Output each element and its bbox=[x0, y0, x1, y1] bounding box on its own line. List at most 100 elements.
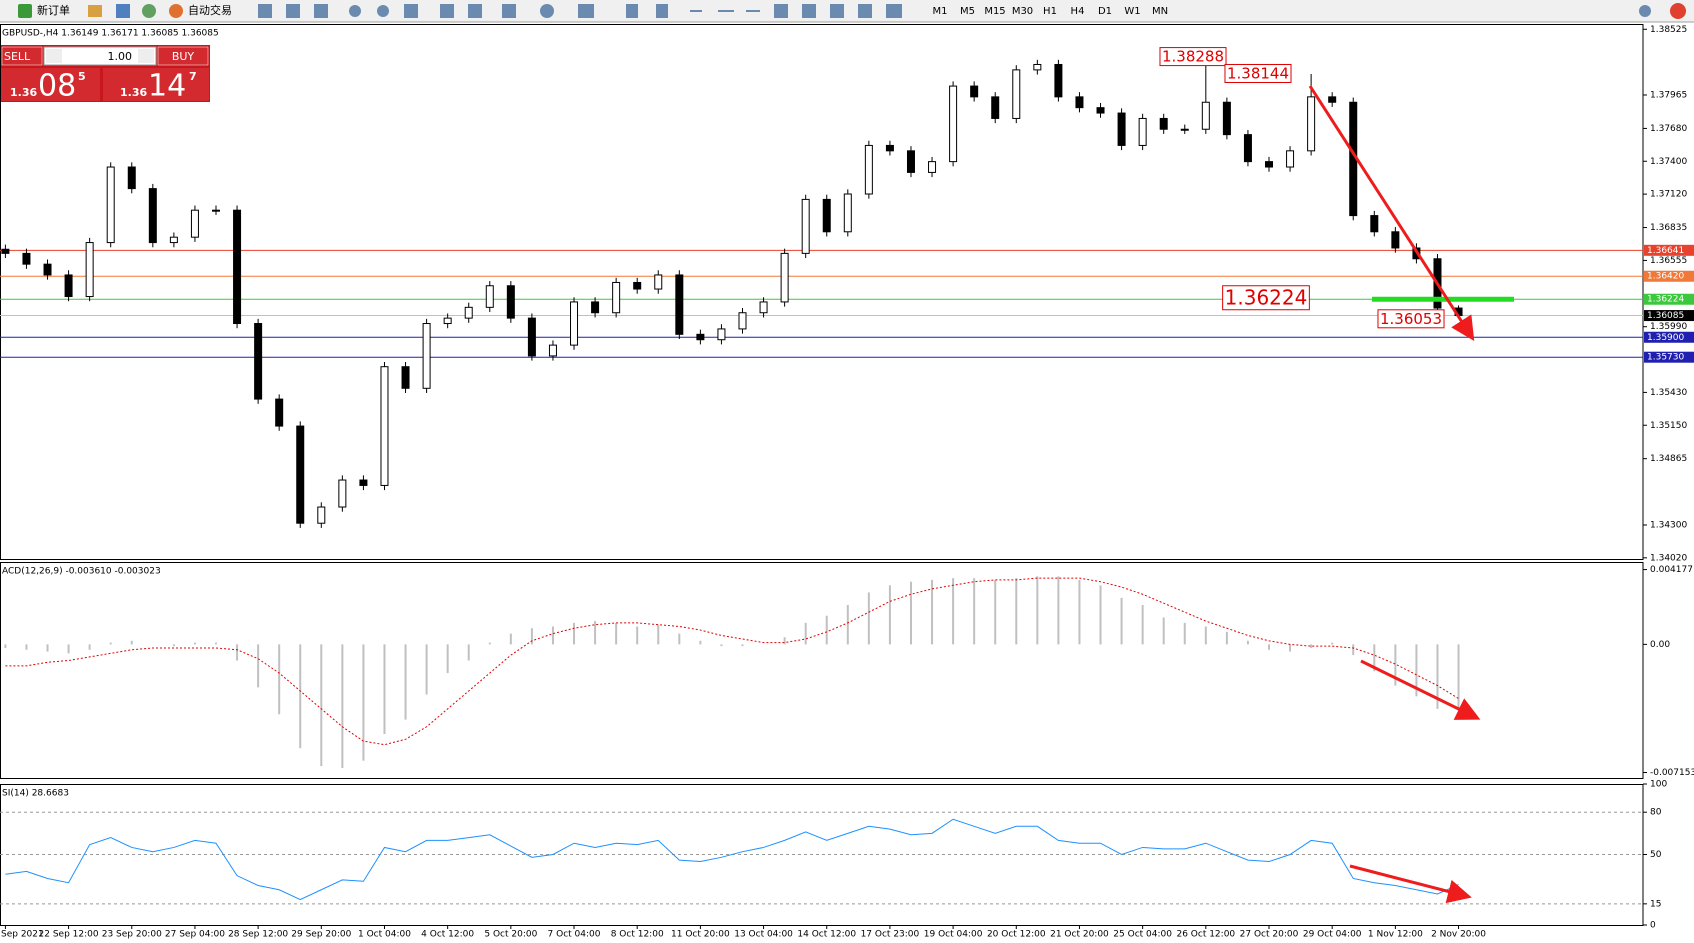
y-tick-label: 1.36555 bbox=[1650, 256, 1687, 266]
candle-body bbox=[169, 236, 178, 244]
tool-icon[interactable] bbox=[349, 5, 361, 17]
price-level-label: 1.36085 bbox=[1647, 311, 1684, 321]
tool-icon[interactable] bbox=[88, 5, 102, 17]
timeframe-button[interactable]: M1 bbox=[933, 6, 948, 17]
timeframe-button[interactable]: M5 bbox=[960, 6, 975, 17]
tool-icon[interactable] bbox=[830, 4, 844, 18]
price-level-tag bbox=[1644, 293, 1694, 305]
tool-icon[interactable] bbox=[802, 4, 816, 18]
price-annotation: 1.36053 bbox=[1380, 310, 1442, 328]
candle-body bbox=[296, 425, 305, 524]
tool-icon[interactable] bbox=[540, 4, 554, 18]
tool-icon[interactable] bbox=[746, 10, 760, 12]
tool-icon[interactable] bbox=[377, 5, 389, 17]
timeframe-button[interactable]: MN bbox=[1152, 6, 1168, 17]
lots-down[interactable] bbox=[46, 49, 62, 63]
x-tick-label: 29 Sep 20:00 bbox=[291, 930, 351, 940]
y-tick-label: 1.34300 bbox=[1650, 520, 1687, 530]
tool-icons bbox=[258, 4, 1651, 18]
buy-label[interactable]: BUY bbox=[172, 50, 195, 63]
candle-body bbox=[1075, 96, 1084, 109]
x-tick-label: 27 Oct 20:00 bbox=[1240, 930, 1299, 940]
candle-body bbox=[127, 166, 136, 190]
x-tick-label: 8 Oct 12:00 bbox=[611, 930, 664, 940]
sell-button[interactable] bbox=[1, 46, 43, 66]
tool-icon[interactable] bbox=[626, 4, 638, 18]
tool-icon[interactable] bbox=[314, 4, 328, 18]
tool-icon[interactable] bbox=[774, 4, 788, 18]
y-tick-label: 1.34020 bbox=[1650, 553, 1687, 563]
candle-body bbox=[506, 285, 515, 319]
price-annotation: 1.38144 bbox=[1227, 64, 1289, 82]
tool-icon[interactable] bbox=[468, 4, 482, 18]
candle-body bbox=[1096, 107, 1105, 114]
price-annotation: 1.36224 bbox=[1225, 286, 1308, 310]
auto-trading-icon[interactable] bbox=[169, 4, 183, 18]
candle-body bbox=[1012, 69, 1021, 119]
new-order-icon[interactable] bbox=[18, 4, 32, 18]
tool-icon[interactable] bbox=[718, 10, 734, 12]
timeframe-button[interactable]: M30 bbox=[1012, 6, 1033, 17]
buy-price-box[interactable] bbox=[103, 68, 209, 101]
tool-icon[interactable] bbox=[656, 4, 668, 18]
tool-icon[interactable] bbox=[142, 4, 156, 18]
y-tick-label: 80 bbox=[1650, 808, 1662, 818]
tool-icon[interactable] bbox=[258, 4, 272, 18]
y-tick-label: 0.004177 bbox=[1650, 565, 1693, 575]
candle-body bbox=[1243, 134, 1252, 163]
tool-icon[interactable] bbox=[858, 4, 872, 18]
lots-value[interactable]: 1.00 bbox=[108, 50, 133, 63]
timeframe-button[interactable]: W1 bbox=[1124, 6, 1140, 17]
auto-trading[interactable]: 自动交易 bbox=[188, 3, 232, 17]
sell-label[interactable]: SELL bbox=[4, 50, 31, 63]
x-tick-label: 13 Oct 04:00 bbox=[734, 930, 793, 940]
candle-body bbox=[148, 188, 157, 244]
candle-body bbox=[591, 301, 600, 314]
candle-body bbox=[212, 209, 220, 212]
sell-price-box[interactable] bbox=[1, 68, 100, 101]
candle-body bbox=[380, 366, 389, 486]
annotation-box bbox=[1377, 309, 1445, 329]
notification-icon[interactable] bbox=[1670, 3, 1686, 19]
candle-body bbox=[949, 85, 958, 163]
annotation-box bbox=[1222, 285, 1310, 311]
timeframe-button[interactable]: M15 bbox=[984, 6, 1005, 17]
pane-title: ACD(12,26,9) -0.003610 -0.003023 bbox=[2, 567, 161, 577]
tool-icon[interactable] bbox=[578, 4, 594, 18]
price-level-tag bbox=[1644, 244, 1694, 256]
timeframe-button[interactable]: H4 bbox=[1071, 6, 1085, 17]
candle-body bbox=[906, 150, 915, 173]
y-tick-label: 1.35990 bbox=[1650, 322, 1687, 332]
x-tick-label: 14 Oct 12:00 bbox=[797, 930, 856, 940]
buy-button[interactable] bbox=[157, 46, 209, 66]
tool-icon[interactable] bbox=[690, 10, 702, 12]
search-icon[interactable] bbox=[1639, 5, 1651, 17]
y-tick-label: 1.37680 bbox=[1650, 124, 1687, 134]
y-tick-label: 0 bbox=[1650, 921, 1656, 931]
lots-input[interactable] bbox=[43, 46, 157, 66]
price-level-tag bbox=[1644, 310, 1694, 322]
lots-up[interactable] bbox=[138, 49, 154, 63]
y-tick-label: 1.38525 bbox=[1650, 25, 1687, 35]
timeframe-button[interactable]: D1 bbox=[1098, 6, 1112, 17]
tool-icon[interactable] bbox=[440, 4, 454, 18]
candle-body bbox=[1117, 112, 1126, 146]
pane-frame bbox=[0, 562, 1644, 779]
annotation-box bbox=[1159, 47, 1227, 67]
x-tick-label: 7 Oct 04:00 bbox=[548, 930, 601, 940]
timeframe-button[interactable]: H1 bbox=[1043, 6, 1057, 17]
timeframes: M1 M5 M15 M30 H1 H4 D1 W1 MN bbox=[933, 6, 1169, 17]
price-level-label: 1.36224 bbox=[1647, 295, 1684, 305]
pane-title: GBPUSD-,H4 1.36149 1.36171 1.36085 1.360… bbox=[2, 29, 219, 39]
tool-icon[interactable] bbox=[502, 4, 516, 18]
new-order[interactable]: 新订单 bbox=[37, 3, 70, 17]
tool-icon[interactable] bbox=[116, 4, 130, 18]
tool-icon[interactable] bbox=[286, 4, 300, 18]
candle-body bbox=[864, 144, 873, 195]
tool-icon[interactable] bbox=[404, 4, 418, 18]
trend-arrow bbox=[1349, 864, 1472, 904]
buy-price-big: 14 bbox=[148, 69, 186, 104]
tool-icon[interactable] bbox=[886, 4, 902, 18]
x-tick-label: 4 Oct 12:00 bbox=[421, 930, 474, 940]
